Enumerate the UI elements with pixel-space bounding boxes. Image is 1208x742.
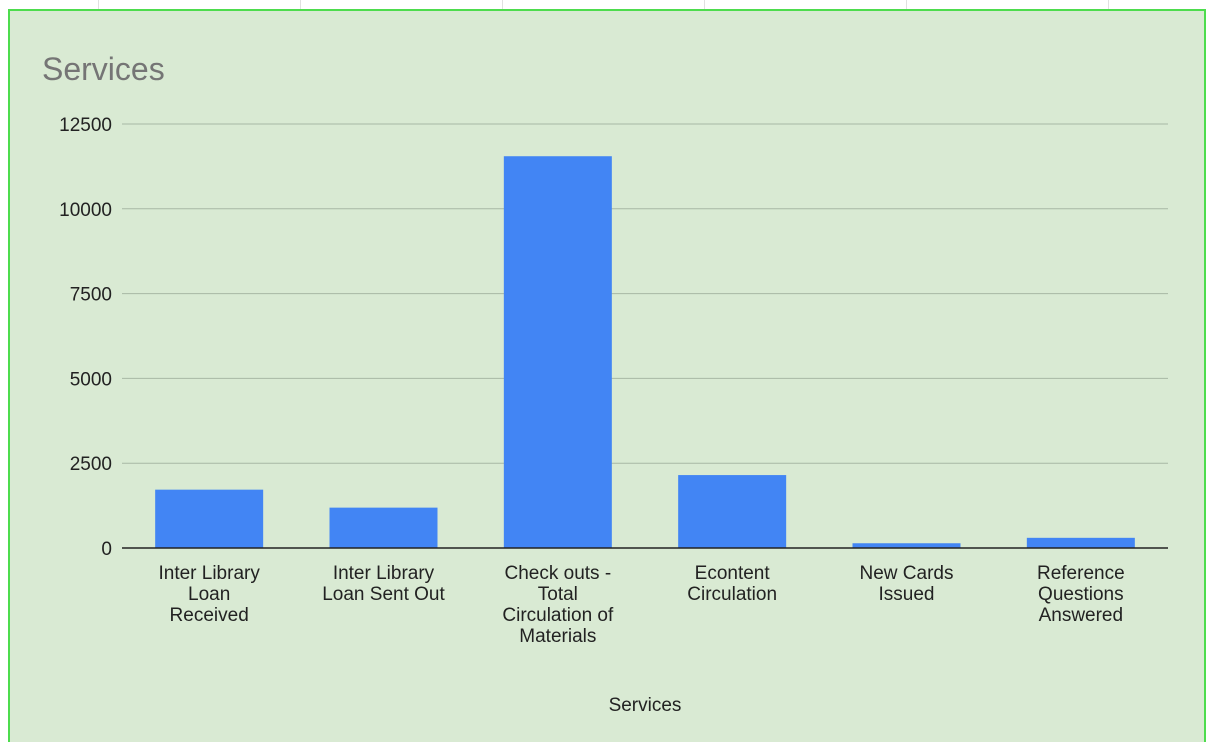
x-category-label-line: Loan Sent Out bbox=[322, 584, 445, 605]
x-category-label-line: Inter Library bbox=[158, 563, 260, 584]
y-axis-ticks: 0 2500 5000 7500 10000 12500 bbox=[59, 115, 112, 560]
bar[interactable] bbox=[329, 507, 438, 548]
x-category-label-line: Circulation bbox=[687, 584, 777, 605]
y-tick-label: 7500 bbox=[70, 285, 112, 306]
x-category-label-line: Inter Library bbox=[333, 563, 435, 584]
grid-line bbox=[98, 0, 99, 10]
y-tick-label: 10000 bbox=[59, 200, 112, 221]
x-category-label-line: New Cards bbox=[860, 563, 954, 584]
x-category-label: Inter Library Loan Received bbox=[158, 563, 260, 626]
y-tick-label: 0 bbox=[101, 539, 112, 560]
y-tick-label: 5000 bbox=[70, 369, 112, 390]
bar[interactable] bbox=[852, 543, 961, 548]
y-tick-label: 2500 bbox=[70, 454, 112, 475]
x-category-label-line: Materials bbox=[519, 626, 596, 647]
x-category-label-line: Reference bbox=[1037, 563, 1125, 584]
chart-title: Services bbox=[42, 51, 165, 87]
x-category-label-line: Received bbox=[170, 605, 249, 626]
grid-line bbox=[906, 0, 907, 10]
bars bbox=[155, 156, 1135, 548]
x-category-label-line: Loan bbox=[188, 584, 230, 605]
x-category-label: Econtent Circulation bbox=[687, 563, 777, 605]
y-tick-label: 12500 bbox=[59, 115, 112, 136]
bar[interactable] bbox=[678, 475, 787, 548]
x-category-label-line: Circulation of bbox=[502, 605, 614, 626]
x-category-label-line: Answered bbox=[1039, 605, 1124, 626]
bar[interactable] bbox=[1026, 537, 1135, 548]
x-category-label-line: Econtent bbox=[695, 563, 771, 584]
grid-line bbox=[502, 0, 503, 10]
bar[interactable] bbox=[155, 489, 264, 548]
spreadsheet-grid-strip bbox=[0, 0, 1208, 10]
x-axis-title: Services bbox=[609, 695, 682, 716]
x-category-label: Check outs -Total Circulation of Materials bbox=[502, 563, 614, 647]
x-category-label: Inter Library Loan Sent Out bbox=[322, 563, 445, 605]
x-category-label-line: Issued bbox=[879, 584, 935, 605]
grid-line bbox=[704, 0, 705, 10]
gridlines bbox=[122, 123, 1168, 464]
x-category-label: New Cards Issued bbox=[860, 563, 954, 605]
x-category-label-line: Questions bbox=[1038, 584, 1124, 605]
x-category-label-line: Check outs - bbox=[505, 563, 612, 584]
grid-line bbox=[300, 0, 301, 10]
x-category-label: Reference Questions Answered bbox=[1037, 563, 1125, 626]
bar[interactable] bbox=[503, 156, 612, 548]
grid-line bbox=[1108, 0, 1109, 10]
x-category-label-line: Total bbox=[538, 584, 578, 605]
